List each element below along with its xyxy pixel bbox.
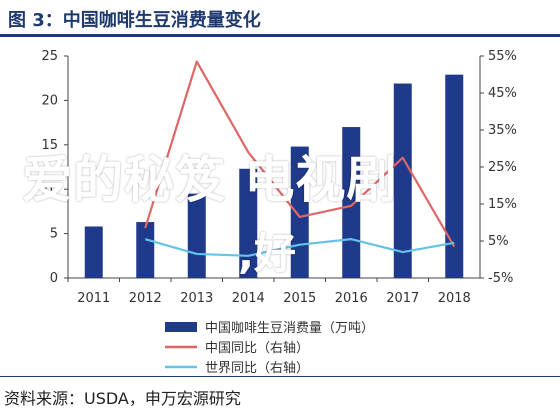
right-tick-label: 5% <box>488 234 509 249</box>
bar <box>187 193 206 278</box>
legend-label: 世界同比（右轴） <box>205 361 309 374</box>
bar <box>445 74 464 278</box>
left-tick-label: 5 <box>50 227 58 242</box>
source-divider <box>0 376 560 377</box>
bar <box>239 168 258 278</box>
x-tick-label: 2013 <box>180 291 213 306</box>
legend-label: 中国同比（右轴） <box>205 341 309 356</box>
right-tick-label: 45% <box>488 86 517 101</box>
right-tick-label: 35% <box>488 123 517 138</box>
x-tick-label: 2011 <box>77 291 110 306</box>
x-tick-label: 2017 <box>386 291 419 306</box>
right-tick-label: -5% <box>488 271 513 286</box>
title-bar: 图 3：中国咖啡生豆消费量变化 <box>0 0 560 37</box>
right-tick-label: 25% <box>488 160 517 175</box>
right-tick-label: 55% <box>488 49 517 64</box>
left-tick-label: 10 <box>41 182 58 197</box>
series-line <box>144 238 455 257</box>
x-tick-label: 2014 <box>232 291 265 306</box>
title-divider <box>0 34 560 37</box>
chart-area: 0 5 10 15 20 25 -5% 5% 15% 25% 35% 45% 55% 2011 2012 20… <box>41 49 517 374</box>
watermark-text-1: 爱的秘笈 电视剧 <box>22 151 398 209</box>
legend-swatch <box>165 322 197 332</box>
x-tick-label: 2015 <box>283 291 316 306</box>
watermark-text-2: ,好 <box>238 229 296 278</box>
legend-label: 中国咖啡生豆消费量（万吨） <box>205 321 374 336</box>
source-note: 资料来源：USDA，申万宏源研究 <box>4 389 241 408</box>
x-tick-label: 2016 <box>335 291 368 306</box>
bar <box>393 83 412 278</box>
bar <box>136 222 155 278</box>
left-tick-label: 25 <box>41 49 58 64</box>
bar <box>84 226 103 278</box>
x-tick-label: 2012 <box>129 291 162 306</box>
right-tick-label: 15% <box>488 197 517 212</box>
left-tick-label: 0 <box>50 271 58 286</box>
x-tick-label: 2018 <box>438 291 471 306</box>
series-line <box>144 60 456 248</box>
left-tick-label: 15 <box>41 138 58 153</box>
chart-title: 图 3：中国咖啡生豆消费量变化 <box>8 10 261 31</box>
left-tick-label: 20 <box>41 93 58 108</box>
